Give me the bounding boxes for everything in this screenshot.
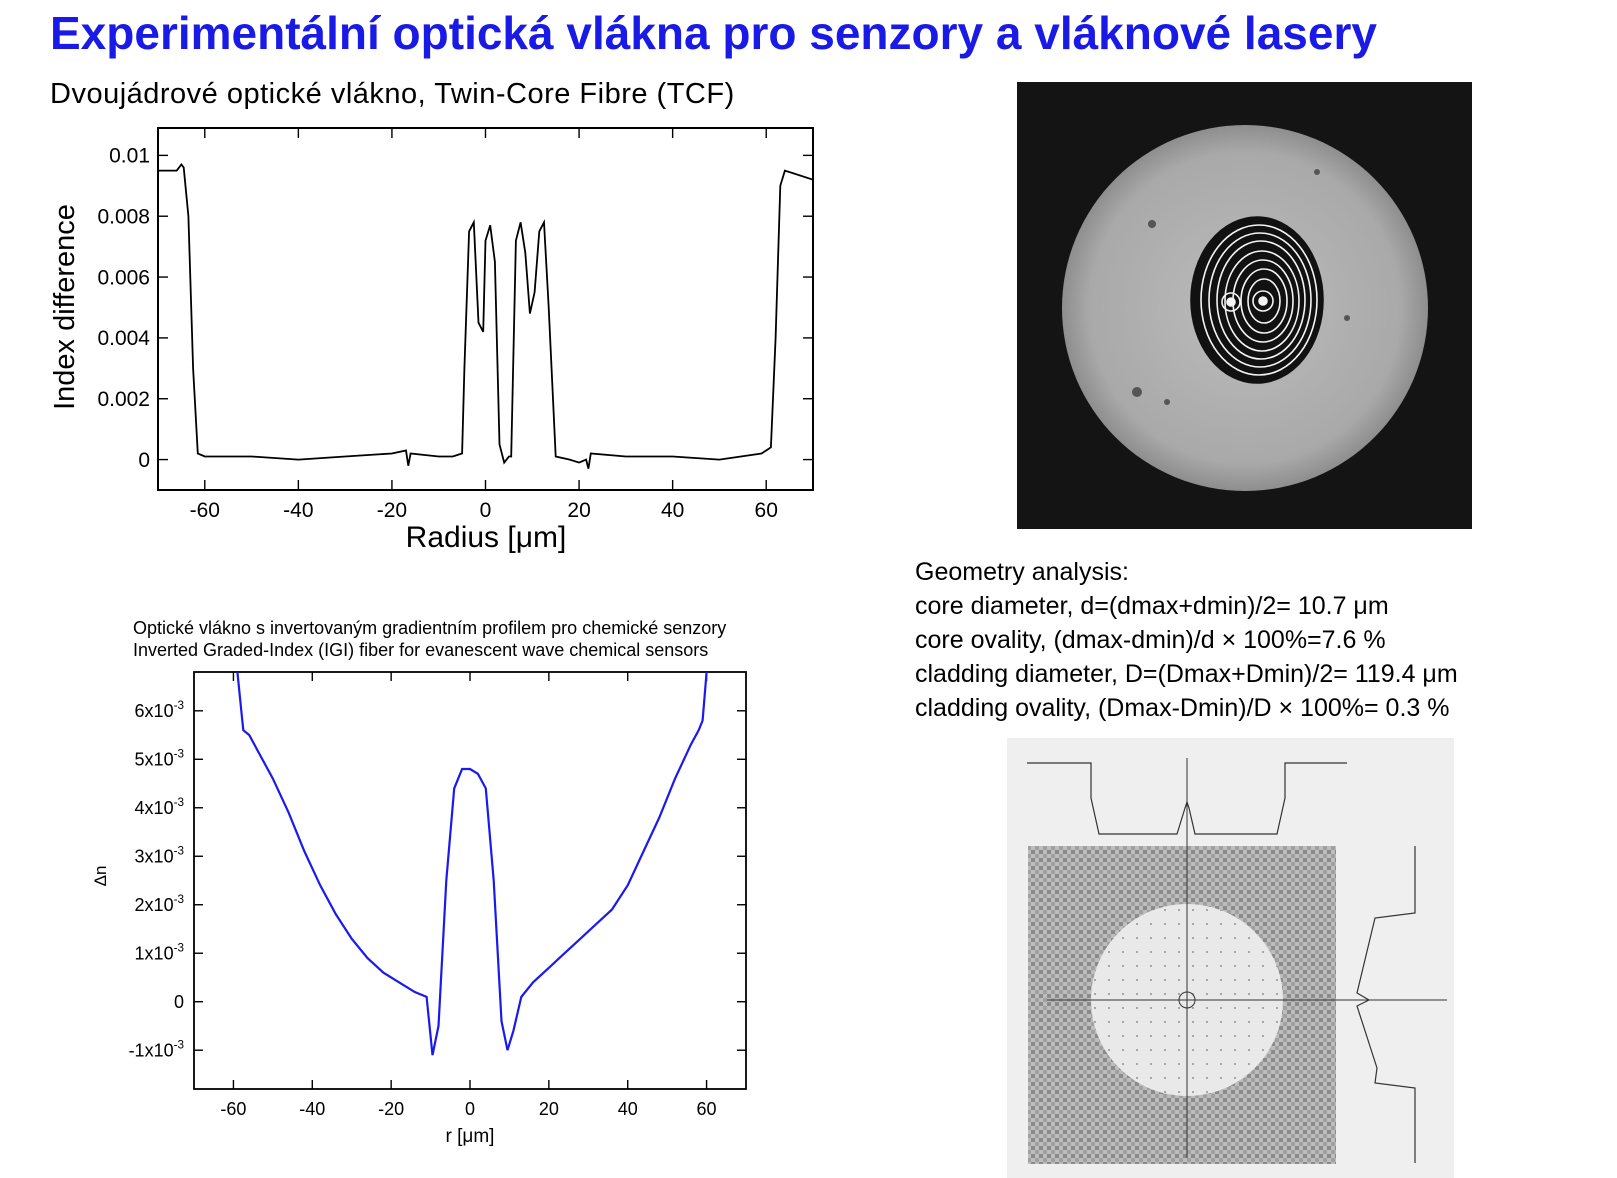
x-tick-label: 0 <box>465 1099 475 1119</box>
y-tick-label: -1x10-3 <box>129 1038 184 1060</box>
tcf-subtitle: Dvoujádrové optické vlákno, Twin-Core Fi… <box>50 78 735 110</box>
y-tick-label: 3x10-3 <box>135 844 184 866</box>
y-tick-label: 1x10-3 <box>135 941 184 963</box>
page-title: Experimentální optická vlákna pro senzor… <box>50 7 1377 59</box>
scan-horizontal-profile-curve <box>1027 762 1347 835</box>
igi-index-chart: -60 -40 -20 0 20 40 60 -1x10-3 0 1x10-3 2x10-3 3x10… <box>91 671 747 1147</box>
geometry-heading: Geometry analysis: <box>915 558 1129 586</box>
core-fringe-rings <box>1190 216 1324 384</box>
tcf-xlabel: Radius [μm] <box>406 521 567 554</box>
y-tick-label: 0.008 <box>97 206 150 229</box>
igi-tick-labels: -60 -40 -20 0 20 40 60 -1x10-3 0 1x10-3 2x10-3 3x10… <box>129 699 717 1119</box>
x-tick-label: 60 <box>697 1099 717 1119</box>
x-tick-label: -60 <box>220 1099 246 1119</box>
geometry-line: cladding ovality, (Dmax-Dmin)/D × 100%= … <box>915 694 1450 722</box>
x-tick-label: -40 <box>299 1099 325 1119</box>
y-tick-label: 0.004 <box>97 327 150 350</box>
igi-tick-group <box>194 672 746 1089</box>
igi-index-curve <box>236 671 708 1056</box>
photo-specks <box>1132 169 1350 405</box>
tcf-index-curve <box>158 163 814 469</box>
tcf-plot-frame <box>157 127 814 491</box>
igi-title-cz: Optické vlákno s invertovaným gradientní… <box>133 618 727 638</box>
geometry-line: core ovality, (dmax-dmin)/d × 100%=7.6 % <box>915 626 1386 654</box>
x-tick-label: -60 <box>190 499 220 522</box>
igi-title-en: Inverted Graded-Index (IGI) fiber for ev… <box>133 640 709 660</box>
y-tick-label: 4x10-3 <box>135 796 184 818</box>
tcf-ylabel: Index difference <box>49 204 81 410</box>
y-tick-label: 2x10-3 <box>135 893 184 915</box>
x-tick-label: 20 <box>539 1099 559 1119</box>
tcf-tick-group <box>158 128 813 490</box>
y-tick-label: 0.01 <box>109 145 150 168</box>
igi-chart-title: Optické vlákno s invertovaným gradientní… <box>133 617 726 661</box>
fiber-cross-section-photo <box>1017 82 1472 529</box>
tcf-tick-labels: -60 -40 -20 0 20 40 60 0 0.002 0.004 0.006 0.008 0.0… <box>97 145 777 522</box>
x-tick-label: 0 <box>480 499 492 522</box>
x-tick-label: -40 <box>283 499 313 522</box>
x-tick-label: 40 <box>618 1099 638 1119</box>
refractive-index-profile-scan <box>1007 738 1454 1178</box>
tcf-index-chart: -60 -40 -20 0 20 40 60 0 0.002 0.004 0.006 0.008 0.0… <box>49 127 814 554</box>
y-tick-label: 0.006 <box>97 266 150 289</box>
geometry-analysis: Geometry analysis: core diameter, d=(dma… <box>915 555 1458 725</box>
y-tick-label: 5x10-3 <box>135 747 184 769</box>
igi-ylabel: Δn <box>91 866 110 887</box>
x-tick-label: -20 <box>377 499 407 522</box>
geometry-line: cladding diameter, D=(Dmax+Dmin)/2= 119.… <box>915 660 1458 688</box>
x-tick-label: 40 <box>661 499 684 522</box>
geometry-line: core diameter, d=(dmax+dmin)/2= 10.7 μm <box>915 592 1389 620</box>
igi-plot-frame <box>193 671 747 1090</box>
x-tick-label: 20 <box>567 499 590 522</box>
y-tick-label: 0 <box>174 992 184 1012</box>
x-tick-label: -20 <box>378 1099 404 1119</box>
y-tick-label: 6x10-3 <box>135 699 184 721</box>
x-tick-label: 60 <box>755 499 778 522</box>
scan-vertical-profile-curve <box>1356 846 1416 1163</box>
y-tick-label: 0.002 <box>97 388 150 411</box>
igi-xlabel: r [μm] <box>446 1126 495 1147</box>
y-tick-label: 0 <box>138 449 150 472</box>
